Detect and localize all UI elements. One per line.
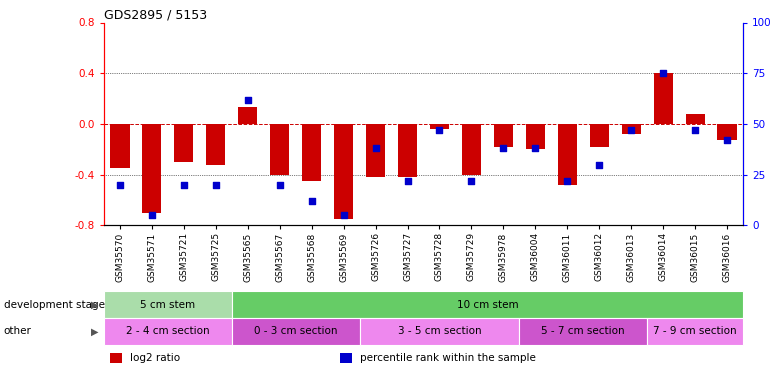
- Text: 7 - 9 cm section: 7 - 9 cm section: [653, 327, 737, 336]
- Bar: [462, 124, 481, 175]
- Point: [337, 212, 350, 218]
- Bar: [718, 124, 737, 140]
- Bar: [621, 124, 641, 134]
- Text: ▶: ▶: [91, 300, 99, 309]
- Bar: [232, 318, 360, 345]
- Bar: [110, 124, 129, 168]
- Point: [434, 127, 446, 133]
- Bar: [557, 124, 577, 185]
- Bar: [104, 318, 232, 345]
- Text: development stage: development stage: [4, 300, 105, 309]
- Bar: [270, 124, 290, 175]
- Text: log2 ratio: log2 ratio: [129, 352, 179, 363]
- Text: other: other: [4, 327, 32, 336]
- Bar: [685, 114, 705, 124]
- Point: [465, 178, 477, 184]
- Point: [561, 178, 574, 184]
- Bar: [590, 124, 609, 147]
- Point: [401, 178, 413, 184]
- Text: ▶: ▶: [91, 327, 99, 336]
- Bar: [174, 124, 193, 162]
- Bar: [430, 124, 449, 129]
- Text: percentile rank within the sample: percentile rank within the sample: [360, 352, 535, 363]
- Text: 5 cm stem: 5 cm stem: [140, 300, 196, 309]
- Bar: [366, 124, 385, 177]
- Bar: [238, 108, 257, 124]
- Bar: [334, 124, 353, 219]
- Text: 5 - 7 cm section: 5 - 7 cm section: [541, 327, 625, 336]
- Bar: [104, 291, 232, 318]
- Bar: [206, 124, 226, 165]
- Bar: [494, 124, 513, 147]
- Point: [306, 198, 318, 204]
- Text: 0 - 3 cm section: 0 - 3 cm section: [254, 327, 337, 336]
- Bar: [142, 124, 162, 213]
- Point: [625, 127, 638, 133]
- Point: [209, 182, 222, 188]
- Bar: [340, 353, 352, 363]
- Point: [242, 97, 254, 103]
- Point: [721, 137, 733, 143]
- Point: [497, 145, 510, 151]
- Bar: [654, 73, 673, 124]
- Point: [689, 127, 701, 133]
- Text: 10 cm stem: 10 cm stem: [457, 300, 518, 309]
- Text: GDS2895 / 5153: GDS2895 / 5153: [104, 8, 207, 21]
- Point: [273, 182, 286, 188]
- Bar: [110, 353, 122, 363]
- Text: 2 - 4 cm section: 2 - 4 cm section: [126, 327, 209, 336]
- Bar: [398, 124, 417, 177]
- Bar: [302, 124, 321, 181]
- Bar: [647, 318, 743, 345]
- Bar: [519, 318, 647, 345]
- Bar: [526, 124, 545, 149]
- Bar: [232, 291, 743, 318]
- Point: [114, 182, 126, 188]
- Point: [370, 145, 382, 151]
- Text: 3 - 5 cm section: 3 - 5 cm section: [397, 327, 481, 336]
- Point: [178, 182, 190, 188]
- Bar: [360, 318, 519, 345]
- Point: [657, 70, 669, 76]
- Point: [593, 162, 605, 168]
- Point: [529, 145, 541, 151]
- Point: [146, 212, 158, 218]
